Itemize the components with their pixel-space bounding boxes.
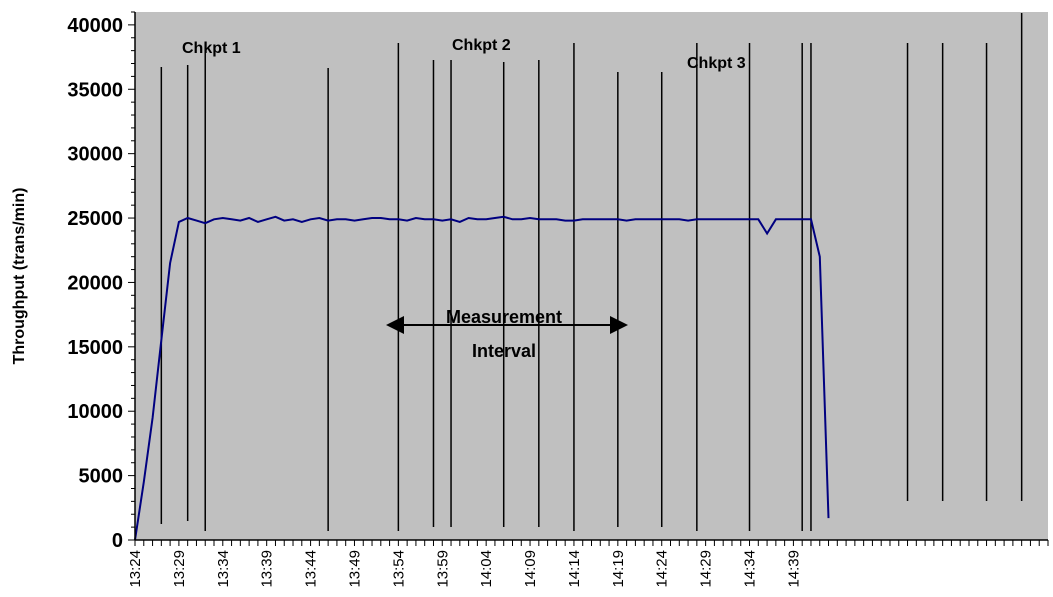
x-tick-label: 14:24: [654, 550, 671, 588]
x-tick-label: 14:14: [566, 550, 583, 588]
measurement-arrow-left-head: [386, 316, 404, 334]
y-tick-label: 40000: [67, 15, 123, 37]
x-tick-label: 14:19: [610, 550, 627, 588]
y-tick-label: 5000: [79, 466, 124, 488]
measurement-interval-arrow: [386, 316, 628, 334]
x-tick-label: 14:39: [785, 550, 802, 588]
x-tick-label: 13:29: [171, 550, 188, 588]
x-tick-label: 14:09: [522, 550, 539, 588]
x-tick-label: 14:04: [478, 550, 495, 588]
y-tick-label: 25000: [67, 208, 123, 230]
plot-area: [135, 12, 1048, 540]
annotation-chkpt-1: Chkpt 1: [182, 40, 241, 57]
x-tick-label: 13:54: [390, 550, 407, 588]
annotation-interval: Interval: [472, 341, 536, 361]
y-tick-label: 35000: [67, 79, 123, 101]
throughput-line: [134, 215, 830, 541]
x-tick-label: 14:29: [698, 550, 715, 588]
x-tick-label: 13:49: [347, 550, 364, 588]
annotation-measurement: Measurement: [446, 307, 562, 327]
x-tick-label: 14:34: [742, 550, 759, 588]
measurement-arrow-right-head: [610, 316, 628, 334]
x-tick-label: 13:59: [434, 550, 451, 588]
y-tick-label: 15000: [67, 337, 123, 359]
x-tick-label: 13:24: [127, 550, 144, 588]
y-tick-label: 10000: [67, 401, 123, 423]
x-tick-label: 13:34: [215, 550, 232, 588]
x-tick-label: 13:39: [259, 550, 276, 588]
y-tick-label: 20000: [67, 272, 123, 294]
x-tick-label: 13:44: [303, 550, 320, 588]
x-axis: 13:24 13:29 13:34 13:39 13:44 13:49 13:54 13:59…: [127, 539, 1049, 588]
vertical-markers: [160, 13, 1023, 531]
y-tick-label: 0: [112, 530, 123, 552]
y-axis-label: Throughput (trans/min): [11, 188, 28, 365]
y-axis: 0 5000 10000 15000 20000 25000 30000 35000 40000: [67, 11, 136, 552]
y-tick-label: 30000: [67, 144, 123, 166]
annotation-chkpt-2: Chkpt 2: [452, 37, 511, 54]
annotation-chkpt-3: Chkpt 3: [687, 55, 746, 72]
